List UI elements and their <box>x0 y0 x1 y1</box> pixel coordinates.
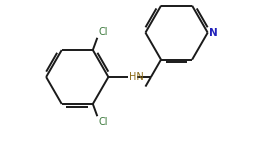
Text: Cl: Cl <box>98 27 108 37</box>
Text: HN: HN <box>129 72 144 82</box>
Text: Cl: Cl <box>98 117 108 127</box>
Text: N: N <box>209 28 218 38</box>
